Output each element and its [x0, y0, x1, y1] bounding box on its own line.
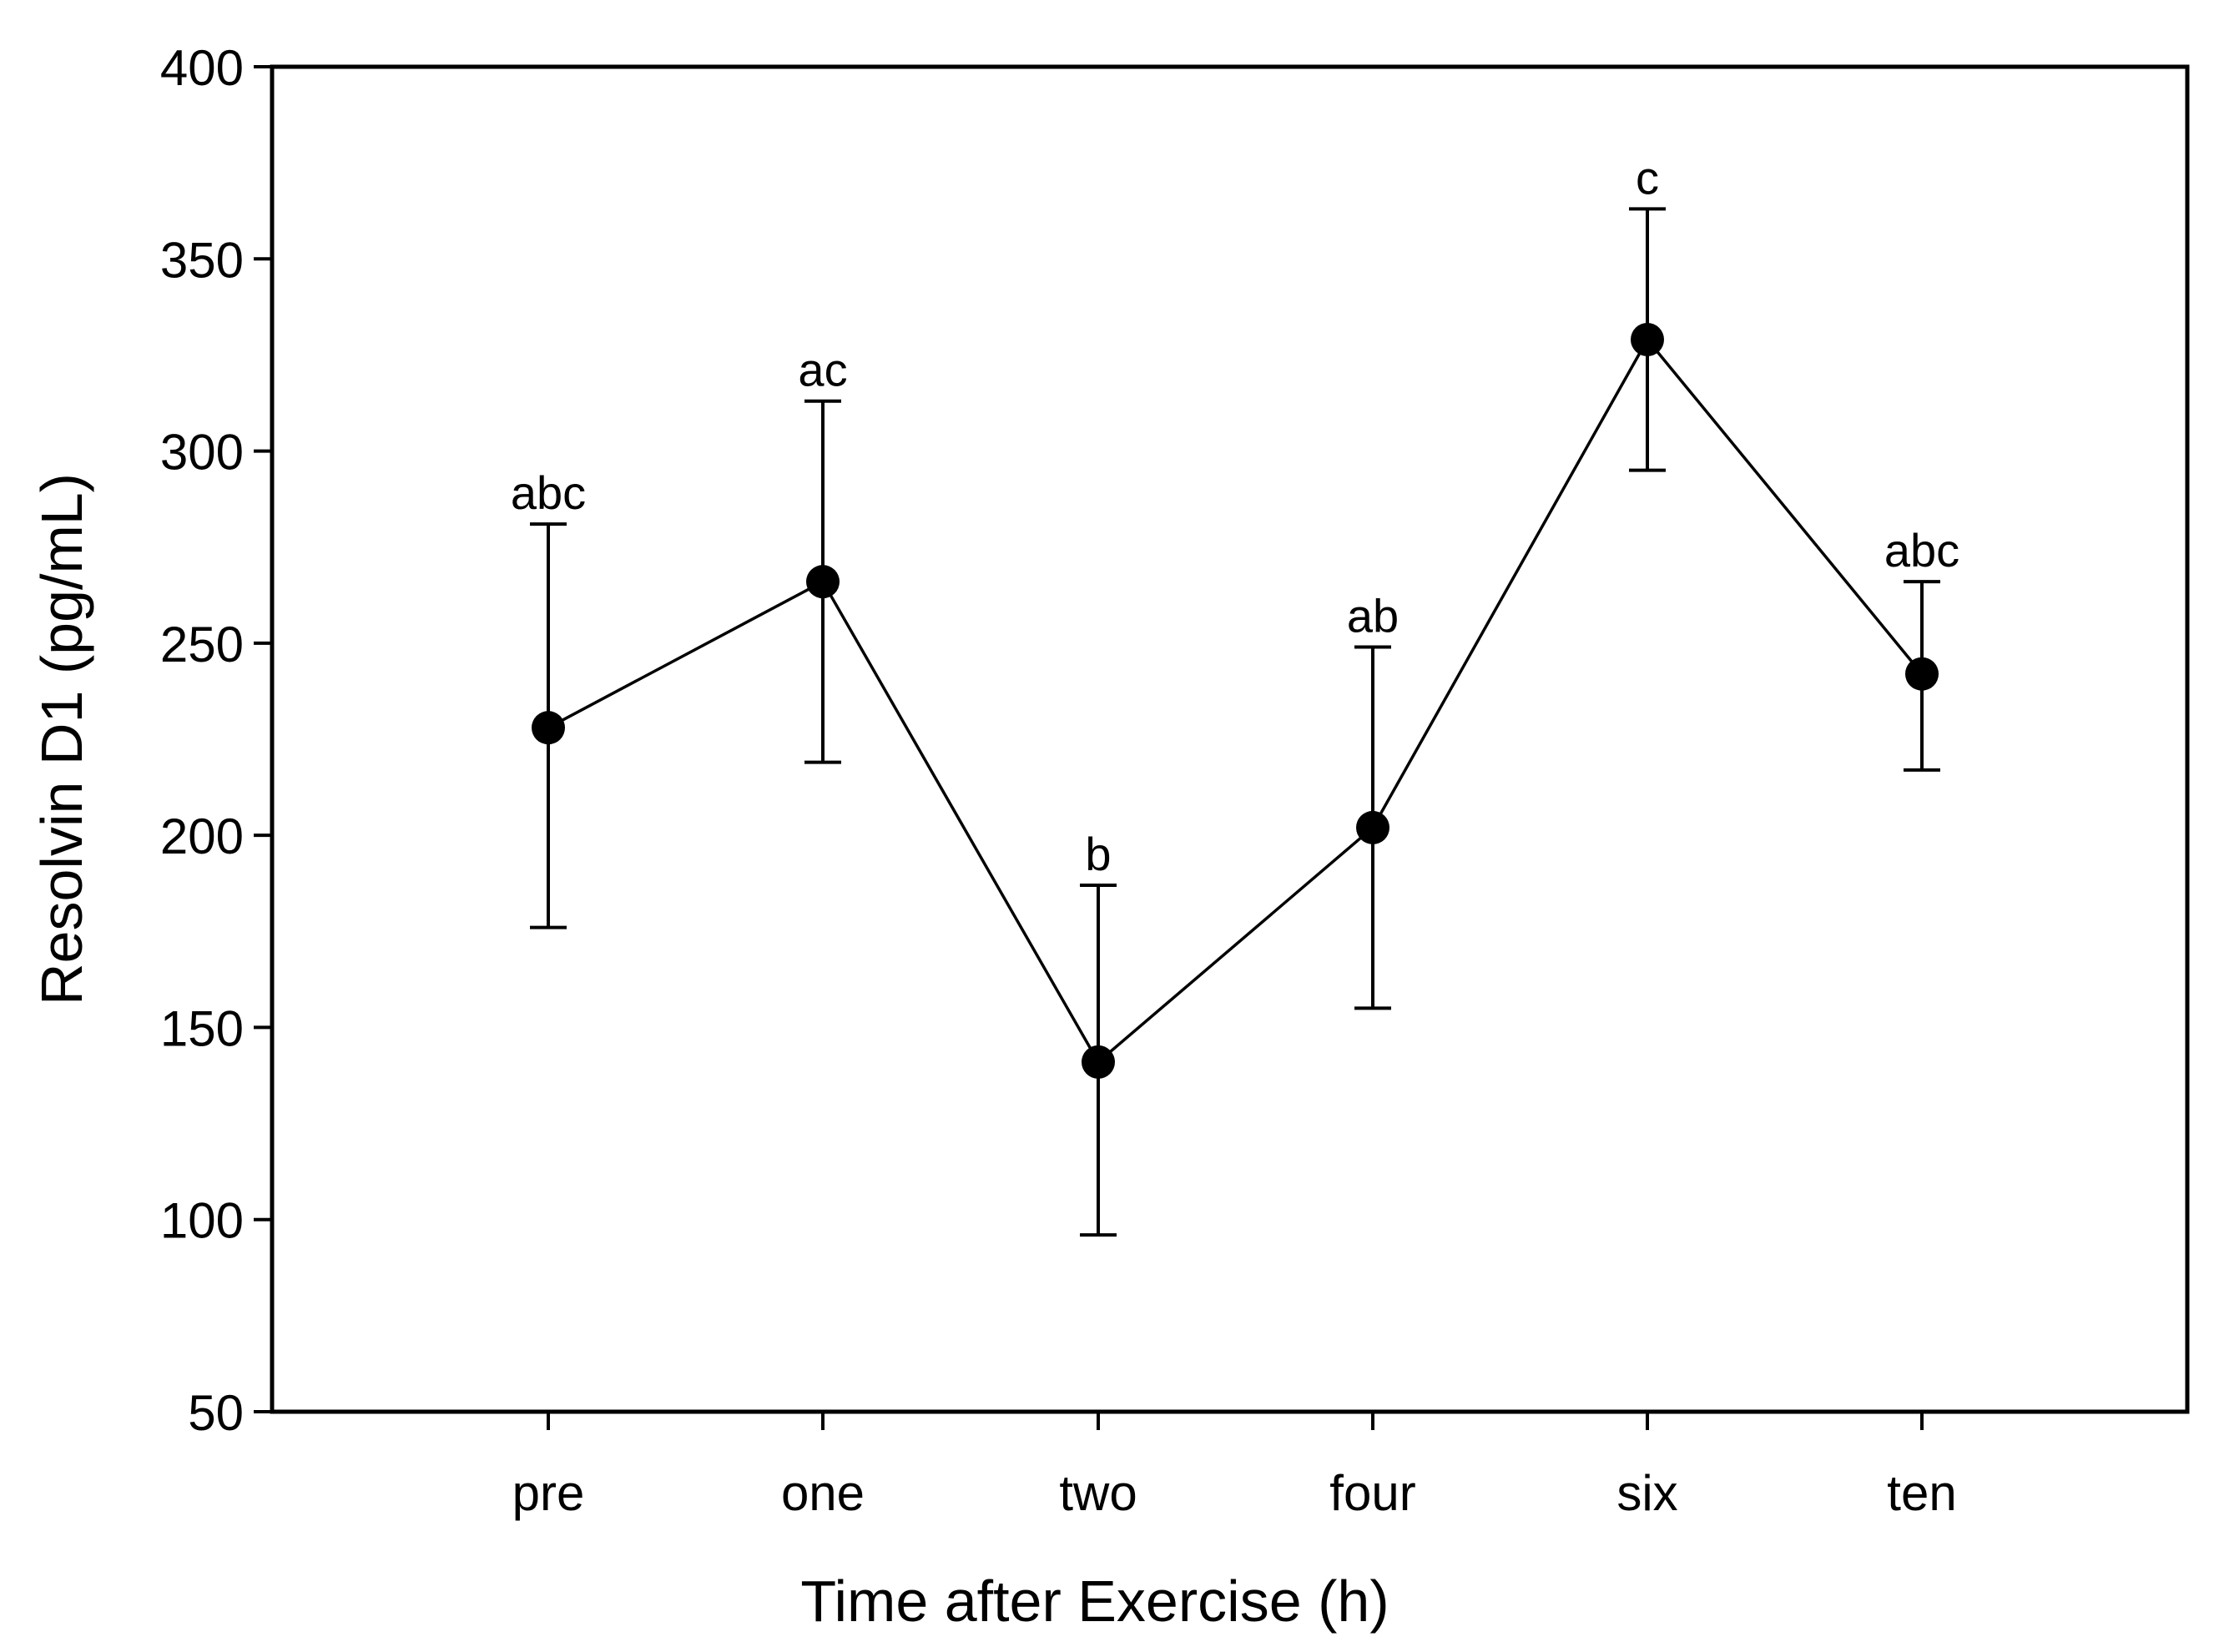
data-point: [532, 711, 565, 745]
data-point: [806, 565, 840, 599]
y-tick-label: 400: [160, 40, 244, 96]
significance-label: abc: [511, 466, 586, 519]
y-axis: 50 100 150 200 250 300 350 400: [160, 40, 272, 1441]
x-axis: pre one two four six ten: [512, 1412, 1957, 1521]
y-tick-label: 200: [160, 808, 244, 864]
significance-label: abc: [1884, 524, 1959, 577]
y-tick-label: 300: [160, 425, 244, 481]
data-point: [1905, 657, 1939, 691]
x-tick-label: ten: [1887, 1465, 1956, 1521]
y-tick-label: 150: [160, 1000, 244, 1056]
y-tick-label: 250: [160, 617, 244, 672]
data-point: [1082, 1045, 1115, 1079]
y-tick-label: 350: [160, 232, 244, 288]
significance-label: ab: [1347, 589, 1399, 642]
data-point: [1356, 810, 1389, 844]
significance-label: ac: [798, 344, 847, 396]
y-axis-title: Resolvin D1 (pg/mL): [29, 473, 94, 1005]
plot-frame: [270, 64, 2190, 1414]
y-tick-label: 100: [160, 1193, 244, 1249]
x-tick-label: two: [1059, 1465, 1137, 1521]
x-tick-label: one: [781, 1465, 865, 1521]
series-line: [547, 336, 1924, 1065]
x-axis-title: Time after Exercise (h): [800, 1569, 1389, 1634]
significance-label: c: [1636, 151, 1659, 204]
x-tick-label: six: [1616, 1465, 1677, 1521]
error-bars: [530, 207, 1940, 1237]
data-points: [532, 323, 1939, 1079]
data-point: [1631, 323, 1664, 357]
x-tick-label: pre: [512, 1465, 585, 1521]
significance-label: b: [1085, 828, 1111, 880]
x-tick-label: four: [1329, 1465, 1415, 1521]
y-tick-label: 50: [188, 1385, 244, 1441]
